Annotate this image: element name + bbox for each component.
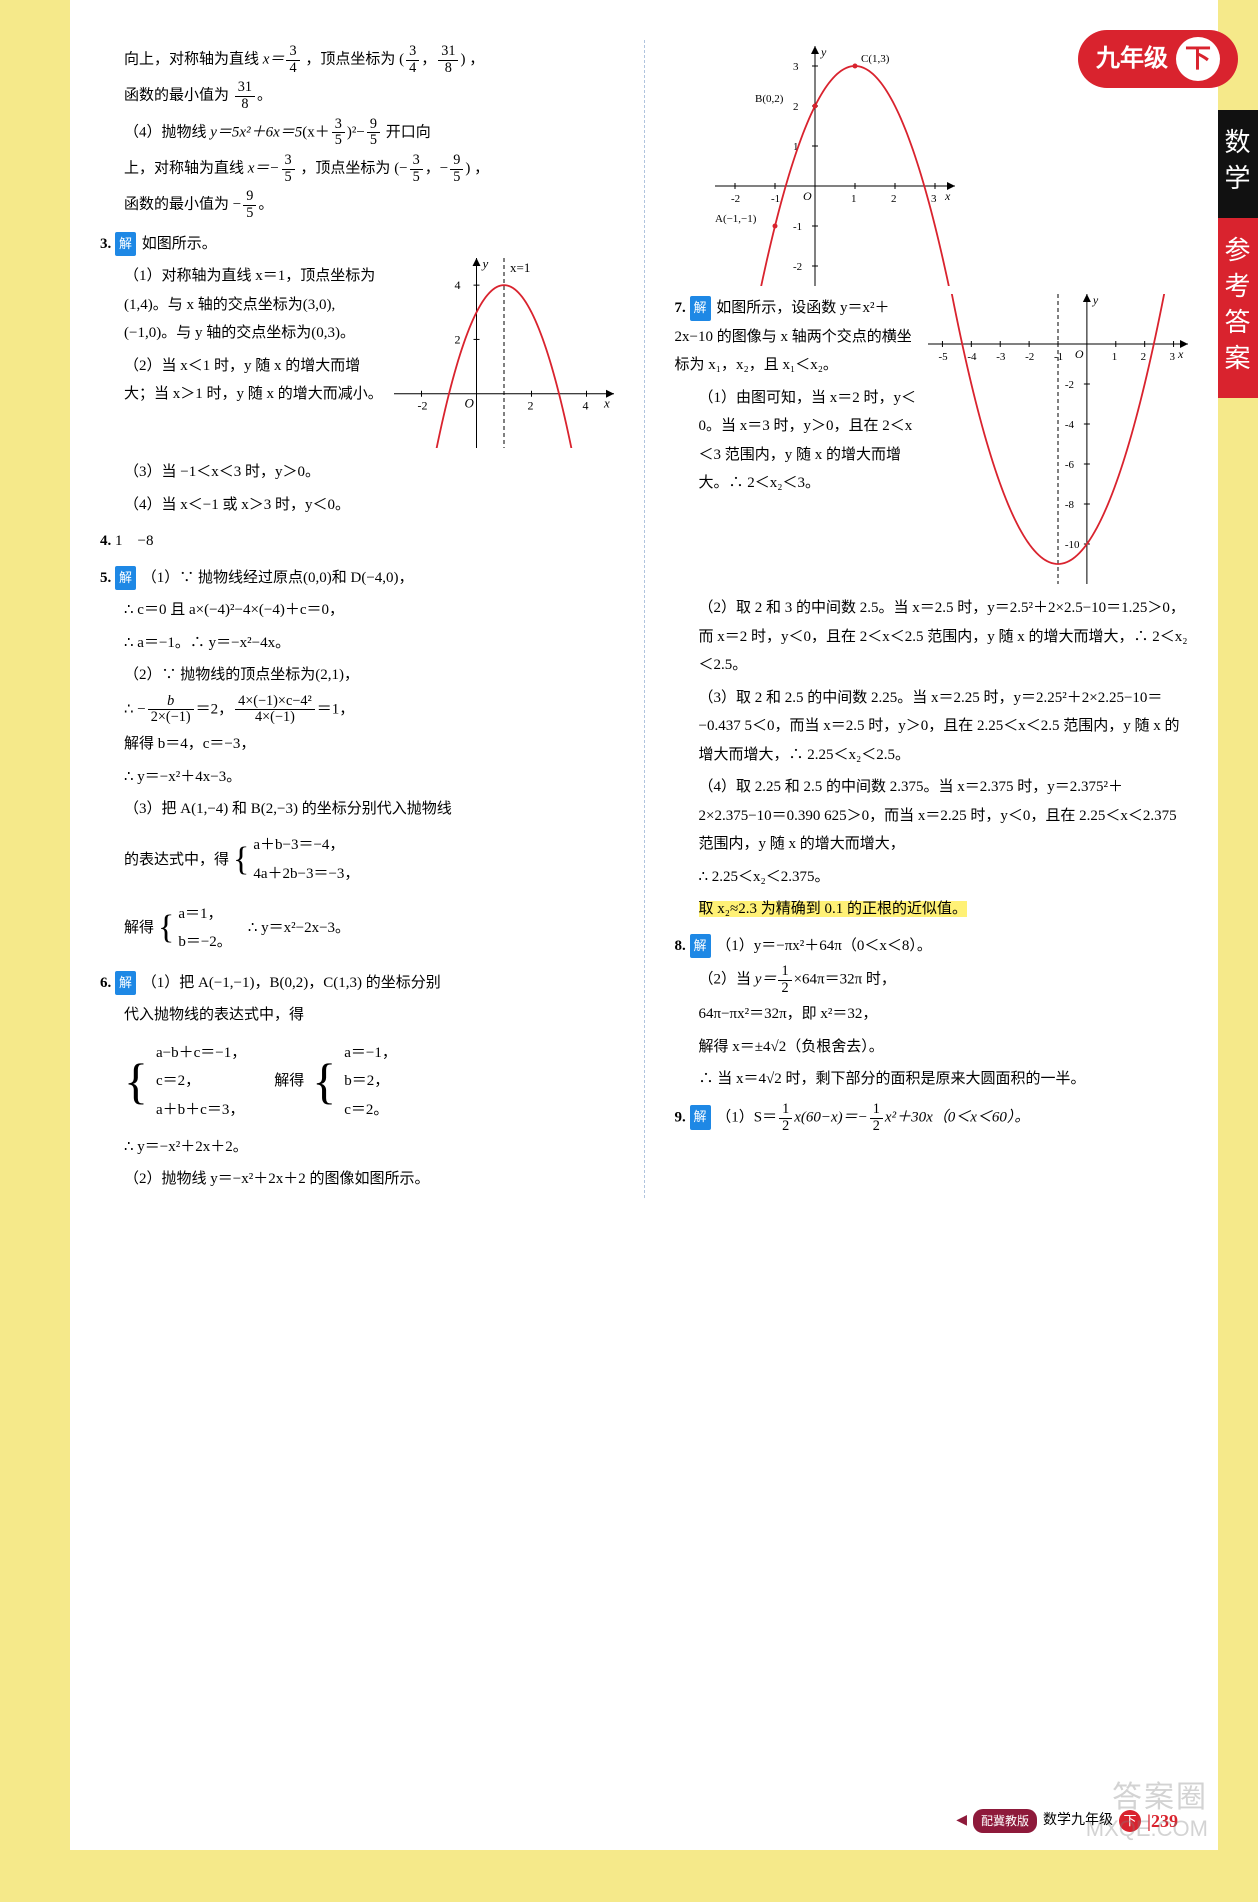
svg-text:O: O (1075, 347, 1084, 361)
svg-text:3: 3 (793, 61, 799, 73)
svg-text:-2: -2 (1025, 351, 1034, 363)
solve-tag-icon: 解 (690, 296, 711, 321)
svg-text:-6: -6 (1065, 459, 1075, 471)
left-column: 向上，对称轴为直线 x＝34 ，顶点坐标为 (34，318) ， 函数的最小值为… (100, 40, 614, 1198)
side-tabs: 数学 参考答案 (1218, 110, 1258, 398)
column-divider (644, 40, 645, 1198)
question-4: 4. 1 −8 (100, 527, 614, 556)
triangle-icon: ◀ (956, 1808, 967, 1835)
svg-text:-2: -2 (793, 261, 802, 273)
svg-text:2: 2 (1141, 351, 1147, 363)
subject-tab: 数学 (1218, 110, 1258, 218)
answers-tab: 参考答案 (1218, 218, 1258, 398)
solve-tag-icon: 解 (690, 1105, 711, 1130)
svg-text:-10: -10 (1065, 539, 1080, 551)
right-column: x y O -2 -1 1 2 3 -2 -1 1 2 3 A(−1,−1) B(0,2) C(1,3) x y… (675, 40, 1189, 1198)
text-block: （4）抛物线 y＝5x²＋6x＝5(x＋35)²−95 开口向 (124, 117, 614, 149)
svg-text:A(−1,−1): A(−1,−1) (715, 213, 757, 225)
svg-text:-2: -2 (417, 399, 427, 413)
svg-text:-5: -5 (938, 351, 948, 363)
svg-text:4: 4 (454, 278, 460, 292)
svg-text:1: 1 (851, 193, 857, 205)
watermark: 答案圈 MXQE.COM (1086, 1780, 1208, 1842)
svg-text:x=1: x=1 (510, 260, 530, 275)
svg-text:x: x (1177, 347, 1184, 361)
svg-text:-2: -2 (731, 193, 740, 205)
question-9: 9. 解 （1）S＝12x(60−x)＝−12x²＋30x（0＜x＜60）。 (675, 1102, 1189, 1134)
svg-text:-8: -8 (1065, 499, 1075, 511)
svg-text:-3: -3 (996, 351, 1006, 363)
svg-text:2: 2 (891, 193, 897, 205)
content-columns: 向上，对称轴为直线 x＝34 ，顶点坐标为 (34，318) ， 函数的最小值为… (100, 40, 1188, 1198)
svg-text:O: O (803, 189, 812, 203)
svg-text:-2: -2 (1065, 379, 1074, 391)
svg-text:x: x (944, 189, 951, 203)
svg-text:y: y (480, 258, 488, 271)
chart-q7: x y O -5 -4 -3 -2 -1 1 2 3 -2 -4 -6 -8 -10 (928, 294, 1188, 584)
series-pill: 配冀教版 (973, 1809, 1037, 1834)
formula-row: ∴ −b2×(−1)＝2，4×(−1)×c−4²4×(−1)＝1， (124, 694, 614, 726)
svg-text:O: O (464, 396, 474, 411)
svg-text:B(0,2): B(0,2) (755, 93, 784, 105)
brace-system: 的表达式中，得 { a＋b−3＝−4， 4a＋2b−3＝−3， (124, 828, 614, 893)
svg-text:2: 2 (793, 101, 799, 113)
text-block: 函数的最小值为 318。 (124, 80, 614, 112)
solve-tag-icon: 解 (115, 232, 136, 257)
svg-text:-4: -4 (967, 351, 977, 363)
chart-q6: xyO-2-1123-2-1123A(−1,−1)B(0,2)C(1,3) (715, 46, 1189, 286)
solve-tag-icon: 解 (115, 566, 136, 591)
svg-text:2: 2 (454, 333, 460, 347)
page: 九年级 下 数学 参考答案 向上，对称轴为直线 x＝34 ，顶点坐标为 (34，… (70, 0, 1218, 1850)
svg-text:y: y (1092, 294, 1099, 307)
svg-text:2: 2 (527, 399, 533, 413)
svg-text:-1: -1 (793, 221, 802, 233)
svg-text:-1: -1 (1054, 351, 1063, 363)
svg-text:3: 3 (931, 193, 937, 205)
solve-tag-icon: 解 (115, 971, 136, 996)
question-7: xyO-5-4-3-2-1123-2-4-6-8-10 7. 解 如图所示，设函… (675, 294, 1189, 924)
svg-text:1: 1 (1112, 351, 1118, 363)
formula-row: （2）当 y＝12×64π＝32π 时， (699, 964, 1189, 996)
text-block: 向上，对称轴为直线 x＝34 ，顶点坐标为 (34，318) ， (124, 44, 614, 76)
question-5: 5. 解 （1）∵ 抛物线经过原点(0,0)和 D(−4,0)， ∴ c＝0 且… (100, 564, 614, 961)
text-block: 函数的最小值为 −95。 (124, 189, 614, 221)
question-8: 8. 解 （1）y＝−πx²＋64π（0＜x＜8）。 （2）当 y＝12×64π… (675, 932, 1189, 1094)
question-3: 3. 解 如图所示。 xyO-22424x=1 （1）对称轴为直线 x＝1，顶点… (100, 230, 614, 520)
brace-system: 解得 { a＝1， b＝−2。 ∴ y＝x²−2x−3。 (124, 896, 614, 961)
svg-text:4: 4 (582, 399, 588, 413)
text-block: 上，对称轴为直线 x＝−35 ，顶点坐标为 (−35，−95) ， (124, 153, 614, 185)
svg-text:-4: -4 (1065, 419, 1075, 431)
solve-tag-icon: 解 (690, 934, 711, 959)
highlighted-text: 取 x₂≈2.3 为精确到 0.1 的正根的近似值。 (699, 901, 967, 917)
svg-text:x: x (603, 396, 610, 411)
svg-text:-1: -1 (771, 193, 780, 205)
svg-text:C(1,3): C(1,3) (861, 53, 890, 65)
svg-text:y: y (820, 46, 827, 59)
svg-text:3: 3 (1170, 351, 1176, 363)
question-6: 6. 解 （1）把 A(−1,−1)，B(0,2)，C(1,3) 的坐标分别 代… (100, 969, 614, 1194)
chart-q3: x y O -2 2 4 2 4 x=1 (394, 258, 614, 448)
brace-system: { a−b＋c＝−1， c＝2， a＋b＋c＝3， 解得 { a＝−1， b＝2… (124, 1034, 614, 1129)
